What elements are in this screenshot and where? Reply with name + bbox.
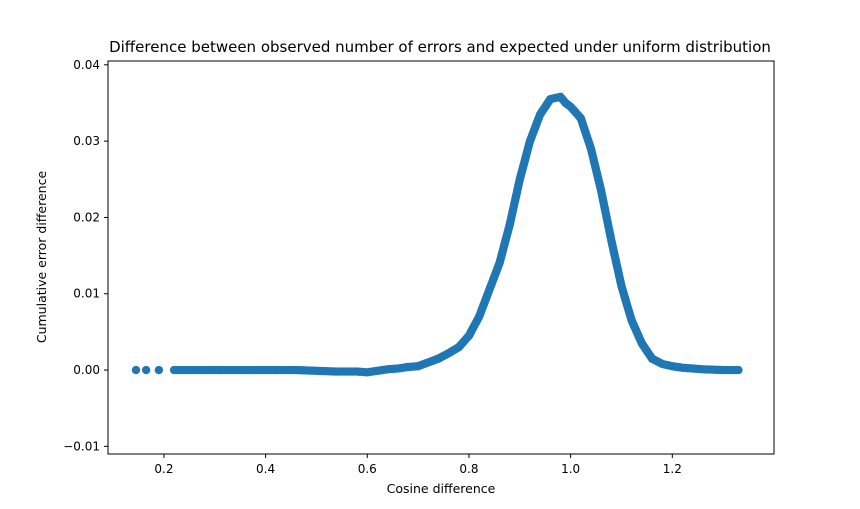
x-axis-ticks: 0.2 0.4 0.6 0.8 1.0 1.2 [154,454,682,476]
y-axis-label: Cumulative error difference [34,171,49,344]
y-tick-label: 0.00 [73,363,100,377]
plot-frame [107,60,775,455]
chart-title: Difference between observed number of er… [109,38,771,56]
x-tick-label: 1.2 [663,462,682,476]
data-points [131,92,743,377]
x-tick-label: 1.0 [561,462,580,476]
x-tick-label: 0.8 [459,462,478,476]
y-tick-label: 0.03 [73,134,100,148]
x-tick-label: 0.4 [256,462,275,476]
x-tick-label: 0.6 [358,462,377,476]
y-tick-label: −0.01 [63,439,100,453]
y-tick-label: 0.04 [73,58,100,72]
y-tick-label: 0.02 [73,210,100,224]
y-tick-label: 0.01 [73,287,100,301]
x-tick-label: 0.2 [154,462,173,476]
data-point [141,365,151,375]
plot-area [108,61,774,454]
data-point [734,365,743,375]
data-point [131,365,141,375]
data-point [154,365,164,375]
x-axis-label: Cosine difference [387,481,496,496]
y-axis-ticks: −0.01 0.00 0.01 0.02 0.03 0.04 [63,58,108,453]
